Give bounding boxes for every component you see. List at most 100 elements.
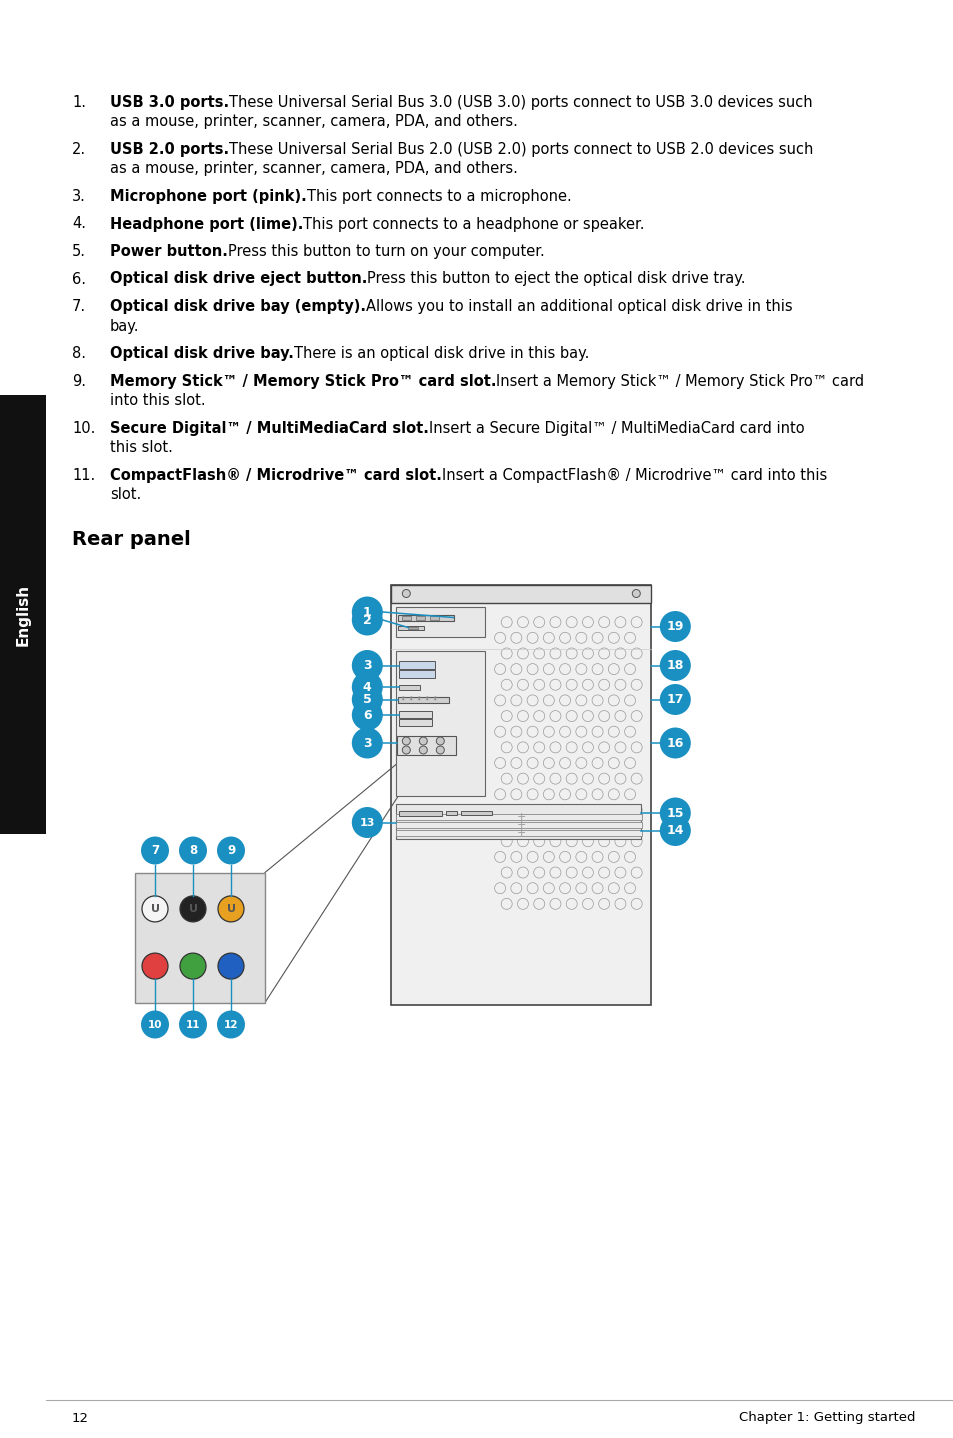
- FancyBboxPatch shape: [395, 607, 485, 637]
- Text: 4.: 4.: [71, 217, 86, 232]
- FancyBboxPatch shape: [135, 873, 265, 1002]
- Text: 14: 14: [666, 824, 683, 837]
- Text: Press this button to turn on your computer.: Press this button to turn on your comput…: [228, 244, 544, 259]
- Text: Microphone port (pink).: Microphone port (pink).: [110, 188, 307, 204]
- Text: Memory Stick™ / Memory Stick Pro™ card slot.: Memory Stick™ / Memory Stick Pro™ card s…: [110, 374, 496, 388]
- Text: 3: 3: [363, 659, 372, 672]
- Text: 11.: 11.: [71, 467, 95, 483]
- FancyBboxPatch shape: [408, 627, 417, 628]
- Circle shape: [352, 728, 382, 758]
- Text: USB 3.0 ports.: USB 3.0 ports.: [110, 95, 229, 109]
- Circle shape: [352, 699, 382, 731]
- FancyBboxPatch shape: [395, 830, 640, 837]
- Circle shape: [426, 699, 428, 700]
- Text: 11: 11: [186, 1020, 200, 1030]
- Text: 1.: 1.: [71, 95, 86, 109]
- Text: These Universal Serial Bus 3.0 (USB 3.0) ports connect to USB 3.0 devices such: These Universal Serial Bus 3.0 (USB 3.0)…: [229, 95, 812, 109]
- Text: This port connects to a microphone.: This port connects to a microphone.: [307, 188, 571, 204]
- Circle shape: [410, 696, 412, 699]
- Text: U: U: [226, 905, 235, 915]
- Text: 7: 7: [151, 844, 159, 857]
- Text: 9: 9: [227, 844, 234, 857]
- FancyBboxPatch shape: [416, 617, 425, 620]
- Circle shape: [216, 1011, 245, 1038]
- Circle shape: [352, 807, 382, 838]
- Text: Secure Digital™ / MultiMediaCard slot.: Secure Digital™ / MultiMediaCard slot.: [110, 420, 429, 436]
- Circle shape: [659, 815, 690, 846]
- Circle shape: [352, 650, 382, 682]
- Text: 3: 3: [363, 736, 372, 749]
- Text: 5: 5: [362, 693, 372, 706]
- Text: 10: 10: [148, 1020, 162, 1030]
- FancyBboxPatch shape: [397, 697, 448, 703]
- Circle shape: [426, 696, 428, 699]
- Text: Allows you to install an additional optical disk drive in this: Allows you to install an additional opti…: [366, 299, 792, 313]
- Text: Optical disk drive eject button.: Optical disk drive eject button.: [110, 272, 367, 286]
- FancyBboxPatch shape: [397, 614, 454, 621]
- Circle shape: [659, 684, 690, 715]
- Text: USB 2.0 ports.: USB 2.0 ports.: [110, 142, 229, 157]
- Text: 16: 16: [666, 736, 683, 749]
- Text: U: U: [189, 905, 197, 915]
- Circle shape: [436, 738, 444, 745]
- FancyBboxPatch shape: [398, 811, 441, 817]
- Circle shape: [352, 684, 382, 715]
- Text: Insert a CompactFlash® / Microdrive™ card into this: Insert a CompactFlash® / Microdrive™ car…: [441, 467, 826, 483]
- FancyBboxPatch shape: [398, 686, 419, 690]
- Text: this slot.: this slot.: [110, 440, 172, 454]
- Text: as a mouse, printer, scanner, camera, PDA, and others.: as a mouse, printer, scanner, camera, PD…: [110, 115, 517, 129]
- Circle shape: [417, 699, 420, 700]
- FancyBboxPatch shape: [391, 584, 651, 1005]
- Circle shape: [142, 896, 168, 922]
- FancyBboxPatch shape: [391, 584, 651, 603]
- FancyBboxPatch shape: [0, 395, 46, 834]
- Text: 13: 13: [359, 817, 375, 827]
- FancyBboxPatch shape: [395, 823, 640, 828]
- Circle shape: [218, 953, 244, 979]
- Text: Power button.: Power button.: [110, 244, 228, 259]
- Circle shape: [632, 590, 639, 598]
- Text: Optical disk drive bay.: Optical disk drive bay.: [110, 347, 294, 361]
- Text: 8: 8: [189, 844, 197, 857]
- Circle shape: [141, 1011, 169, 1038]
- Text: Insert a Memory Stick™ / Memory Stick Pro™ card: Insert a Memory Stick™ / Memory Stick Pr…: [496, 374, 863, 388]
- Circle shape: [179, 1011, 207, 1038]
- Text: 7.: 7.: [71, 299, 86, 313]
- Circle shape: [659, 798, 690, 828]
- Circle shape: [434, 699, 436, 700]
- FancyBboxPatch shape: [402, 617, 411, 620]
- Text: 9.: 9.: [71, 374, 86, 388]
- Circle shape: [352, 597, 382, 627]
- Circle shape: [410, 699, 412, 700]
- Circle shape: [659, 728, 690, 758]
- Text: +: +: [517, 828, 525, 838]
- FancyBboxPatch shape: [396, 735, 456, 755]
- Circle shape: [402, 590, 410, 598]
- Text: 19: 19: [666, 620, 683, 633]
- Text: CompactFlash® / Microdrive™ card slot.: CompactFlash® / Microdrive™ card slot.: [110, 467, 441, 483]
- Text: 6.: 6.: [71, 272, 86, 286]
- FancyBboxPatch shape: [398, 710, 431, 718]
- Text: Chapter 1: Getting started: Chapter 1: Getting started: [739, 1412, 915, 1425]
- Text: as a mouse, printer, scanner, camera, PDA, and others.: as a mouse, printer, scanner, camera, PD…: [110, 161, 517, 177]
- Text: 2.: 2.: [71, 142, 86, 157]
- Text: 12: 12: [224, 1020, 238, 1030]
- Text: slot.: slot.: [110, 487, 141, 502]
- FancyBboxPatch shape: [397, 626, 423, 630]
- Circle shape: [352, 672, 382, 703]
- FancyBboxPatch shape: [395, 650, 485, 795]
- Text: 18: 18: [666, 659, 683, 672]
- FancyBboxPatch shape: [446, 811, 456, 815]
- Text: English: English: [15, 584, 30, 646]
- FancyBboxPatch shape: [395, 804, 640, 838]
- Circle shape: [216, 837, 245, 864]
- Circle shape: [141, 837, 169, 864]
- Circle shape: [402, 746, 410, 754]
- Circle shape: [434, 696, 436, 699]
- Text: 10.: 10.: [71, 420, 95, 436]
- Text: into this slot.: into this slot.: [110, 393, 206, 408]
- Circle shape: [180, 953, 206, 979]
- Circle shape: [402, 696, 404, 699]
- Circle shape: [419, 746, 427, 754]
- Text: bay.: bay.: [110, 318, 139, 334]
